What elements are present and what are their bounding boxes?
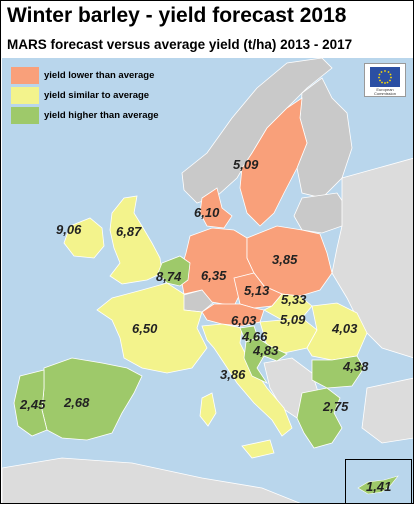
legend-swatch-higher bbox=[11, 106, 39, 124]
value-croatia: 4,83 bbox=[253, 343, 279, 358]
denmark-region bbox=[199, 187, 233, 229]
value-czechia: 5,13 bbox=[244, 283, 270, 298]
baltic-region bbox=[293, 192, 348, 234]
value-bulgaria: 4,38 bbox=[343, 359, 369, 374]
europe-map bbox=[2, 58, 413, 503]
value-slovakia: 5,33 bbox=[281, 292, 307, 307]
value-portugal: 2,45 bbox=[20, 397, 46, 412]
ireland-region bbox=[63, 217, 105, 259]
france-region bbox=[96, 282, 208, 374]
logo-caption: European Commission bbox=[373, 87, 396, 96]
legend-swatch-lower bbox=[11, 66, 39, 84]
bulgaria-region bbox=[311, 355, 365, 389]
value-cyprus: 1,41 bbox=[366, 479, 392, 494]
map-title: Winter barley - yield forecast 2018 bbox=[7, 4, 347, 27]
portugal-region bbox=[13, 369, 48, 437]
european-commission-logo: European Commission bbox=[364, 63, 406, 97]
value-poland: 3,85 bbox=[272, 252, 298, 267]
map-legend: yield lower than average yield similar t… bbox=[11, 65, 159, 125]
legend-label-similar: yield similar to average bbox=[44, 89, 150, 101]
sweden-region bbox=[239, 97, 308, 227]
value-benelux: 8,74 bbox=[156, 269, 182, 284]
benelux-region bbox=[157, 255, 191, 287]
north-africa-region bbox=[2, 457, 301, 503]
legend-item-lower: yield lower than average bbox=[11, 65, 159, 85]
austria-region bbox=[201, 303, 265, 327]
legend-swatch-similar bbox=[11, 86, 39, 104]
map-subtitle: MARS forecast versus average yield (t/ha… bbox=[7, 37, 353, 52]
value-france: 6,50 bbox=[132, 321, 158, 336]
cyprus-inset-map bbox=[346, 460, 411, 503]
turkey-region bbox=[361, 377, 413, 444]
legend-item-similar: yield similar to average bbox=[11, 85, 159, 105]
legend-item-higher: yield higher than average bbox=[11, 105, 159, 125]
value-uk: 6,87 bbox=[116, 224, 142, 239]
legend-label-lower: yield lower than average bbox=[44, 69, 155, 81]
croatia-region bbox=[243, 337, 288, 384]
value-romania: 4,03 bbox=[332, 321, 358, 336]
value-spain: 2,68 bbox=[64, 395, 90, 410]
value-austria: 6,03 bbox=[231, 313, 257, 328]
legend-label-higher: yield higher than average bbox=[44, 109, 159, 121]
greece-region bbox=[296, 387, 343, 449]
value-slovenia: 4,66 bbox=[242, 329, 268, 344]
value-italy: 3,86 bbox=[220, 367, 246, 382]
value-sweden: 5,09 bbox=[233, 157, 259, 172]
eu-flag-icon bbox=[370, 67, 400, 87]
italy-region bbox=[201, 323, 293, 437]
value-greece: 2,75 bbox=[323, 399, 349, 414]
value-denmark: 6,10 bbox=[194, 205, 220, 220]
sicily-region bbox=[241, 439, 275, 459]
value-germany: 6,35 bbox=[201, 268, 227, 283]
value-ireland: 9,06 bbox=[56, 222, 82, 237]
cyprus-inset: 1,41 bbox=[345, 459, 412, 503]
sardinia-region bbox=[199, 392, 217, 427]
value-hungary: 5,09 bbox=[280, 312, 306, 327]
cyprus-region bbox=[357, 475, 399, 495]
